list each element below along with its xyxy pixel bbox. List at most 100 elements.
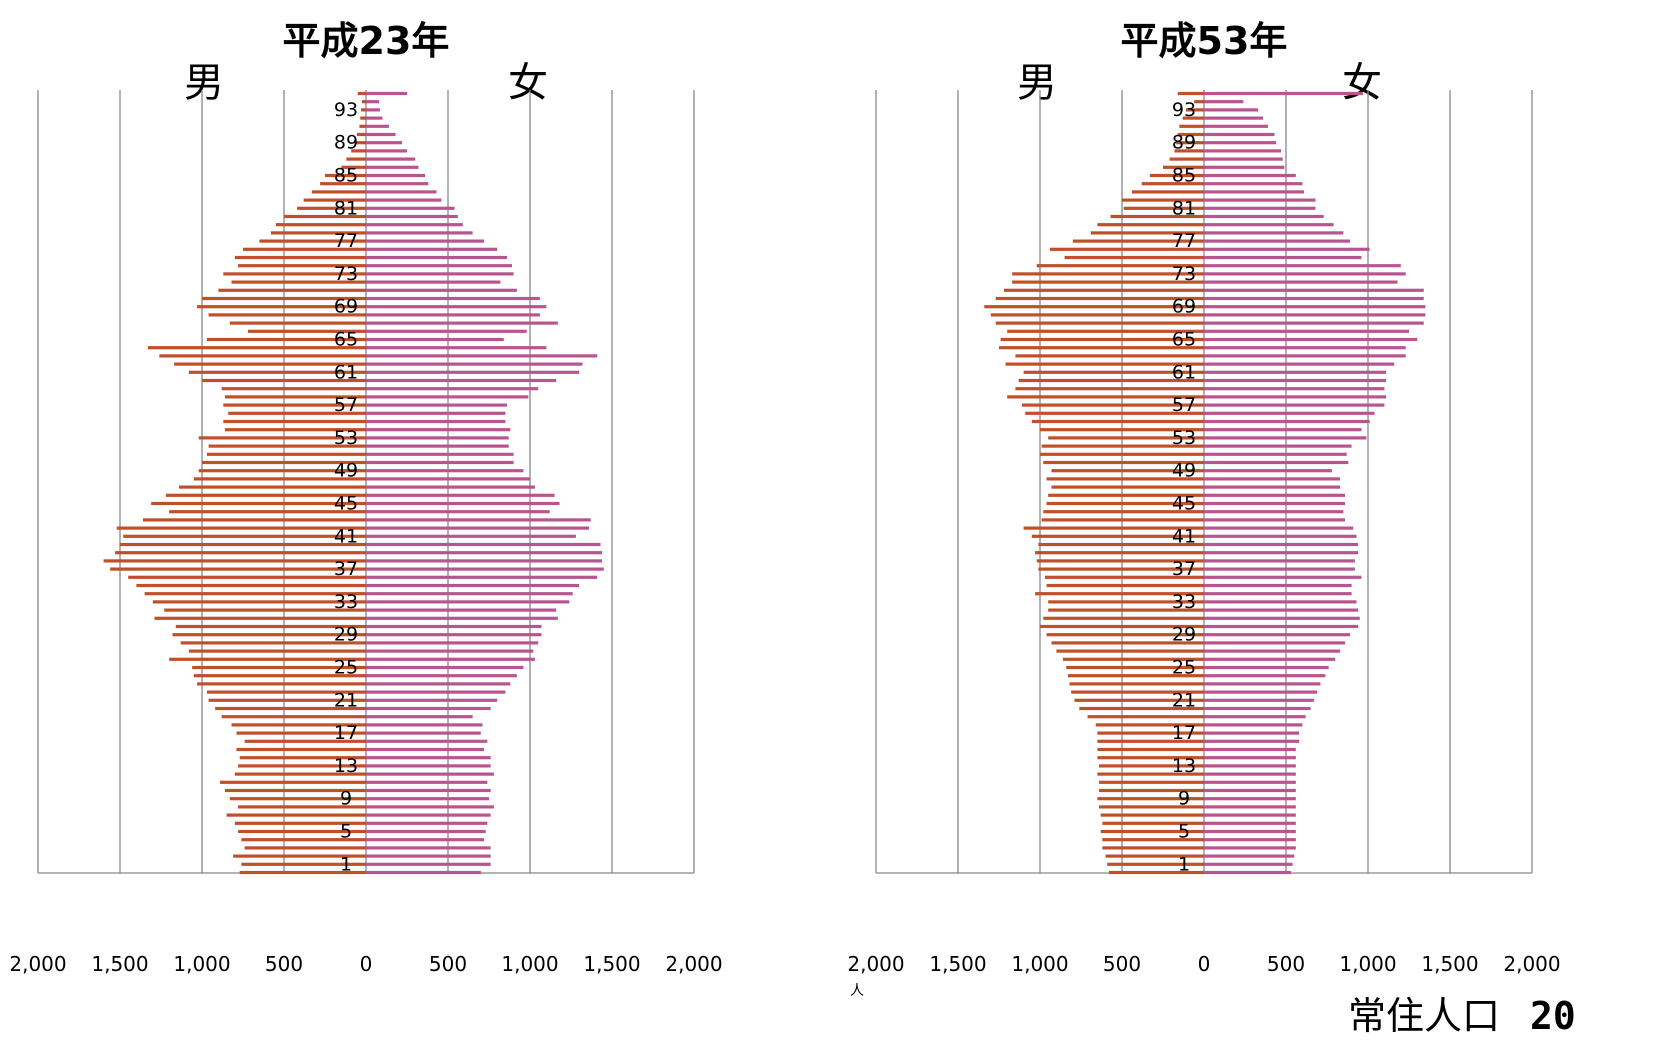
male-bar — [1095, 723, 1204, 727]
male-bar — [1122, 198, 1204, 202]
male-bar — [1074, 698, 1204, 702]
male-bar — [1123, 206, 1204, 210]
male-bar — [123, 534, 366, 538]
female-bar — [366, 616, 558, 620]
female-bar — [1204, 838, 1296, 842]
x-tick-label: 1,000 — [1011, 952, 1069, 976]
female-bar — [366, 231, 473, 235]
female-bar — [366, 649, 534, 653]
male-bar — [223, 403, 366, 407]
female-bar — [1204, 805, 1296, 809]
male-bar — [179, 485, 366, 489]
male-bar — [1100, 813, 1204, 817]
male-bar — [1185, 108, 1204, 112]
male-bar — [192, 665, 366, 670]
female-bar — [366, 624, 542, 629]
male-bar — [357, 91, 366, 96]
age-label: 61 — [1172, 361, 1196, 383]
male-bar — [995, 296, 1204, 301]
female-bar — [366, 313, 540, 317]
male-bar — [208, 444, 366, 448]
age-label: 85 — [1172, 165, 1196, 187]
male-bar — [1108, 870, 1204, 875]
female-bar — [1204, 206, 1316, 210]
x-tick-label: 1,500 — [1421, 952, 1479, 976]
female-bar — [1204, 223, 1334, 227]
female-bar — [1204, 575, 1362, 579]
male-bar — [175, 624, 366, 629]
female-bar — [366, 690, 506, 694]
male-bar — [197, 305, 366, 309]
female-bar — [1204, 706, 1311, 711]
female-bar — [366, 583, 580, 588]
age-label: 53 — [334, 427, 358, 449]
female-bar — [366, 559, 603, 563]
female-bar — [1204, 403, 1385, 407]
female-bar — [1204, 510, 1344, 514]
x-tick-label: 2,000 — [847, 952, 905, 976]
male-bar — [1046, 633, 1204, 637]
male-bar — [223, 272, 366, 276]
male-bar — [120, 542, 366, 547]
female-bar — [366, 108, 380, 112]
male-bar — [1097, 223, 1204, 227]
female-bar — [366, 797, 489, 801]
age-label: 69 — [334, 296, 358, 318]
male-bar — [1097, 731, 1204, 735]
female-bar — [1204, 469, 1332, 473]
male-bar — [1043, 510, 1204, 514]
male-bar — [152, 600, 366, 604]
female-bar — [366, 575, 598, 579]
female-bar — [1204, 624, 1359, 629]
male-bar — [1102, 821, 1204, 825]
female-bar — [1204, 715, 1306, 719]
male-bar — [159, 354, 366, 358]
male-bar — [361, 108, 366, 112]
female-bar — [1204, 124, 1268, 128]
female-bar — [366, 190, 437, 194]
female-bar — [1204, 657, 1336, 661]
x-tick-label: 1,000 — [173, 952, 231, 976]
female-bar — [1204, 378, 1387, 383]
male-bar — [1005, 362, 1204, 366]
female-bar — [366, 370, 580, 374]
age-label: 21 — [334, 689, 358, 711]
female-bar — [1204, 600, 1357, 604]
female-bar — [1204, 551, 1359, 555]
female-bar — [1204, 633, 1350, 637]
male-bar — [244, 846, 366, 850]
male-bar — [202, 460, 366, 465]
female-bar — [1204, 362, 1395, 366]
male-bar — [1043, 616, 1204, 620]
female-bar — [1204, 190, 1305, 194]
male-bar — [193, 477, 366, 481]
male-bar — [128, 575, 366, 579]
male-bar — [1046, 477, 1204, 481]
male-bar — [221, 387, 366, 391]
female-bar — [366, 91, 407, 96]
female-bar — [366, 493, 555, 497]
age-label: 37 — [334, 558, 358, 580]
female-bar — [1204, 501, 1346, 506]
male-bar — [169, 510, 366, 514]
male-bar — [236, 747, 366, 752]
female-bar — [366, 838, 485, 842]
x-tick-label: 500 — [1266, 952, 1306, 976]
female-bar — [1204, 559, 1355, 563]
female-bar — [1204, 165, 1285, 169]
male-bar — [224, 788, 366, 793]
age-label: 33 — [1172, 591, 1196, 613]
male-bar — [1097, 756, 1204, 760]
age-label: 1 — [1178, 853, 1190, 875]
male-bar — [325, 173, 366, 178]
male-bar — [144, 592, 366, 596]
age-label: 81 — [334, 197, 358, 219]
male-bar — [1097, 772, 1204, 776]
female-bar — [366, 477, 530, 481]
female-bar — [1204, 485, 1341, 489]
male-bar — [238, 829, 366, 834]
footer-title: 常住人口 — [1348, 994, 1501, 1038]
x-tick-label: 1,500 — [929, 952, 987, 976]
male-bar — [188, 649, 366, 653]
female-bar — [366, 100, 380, 104]
